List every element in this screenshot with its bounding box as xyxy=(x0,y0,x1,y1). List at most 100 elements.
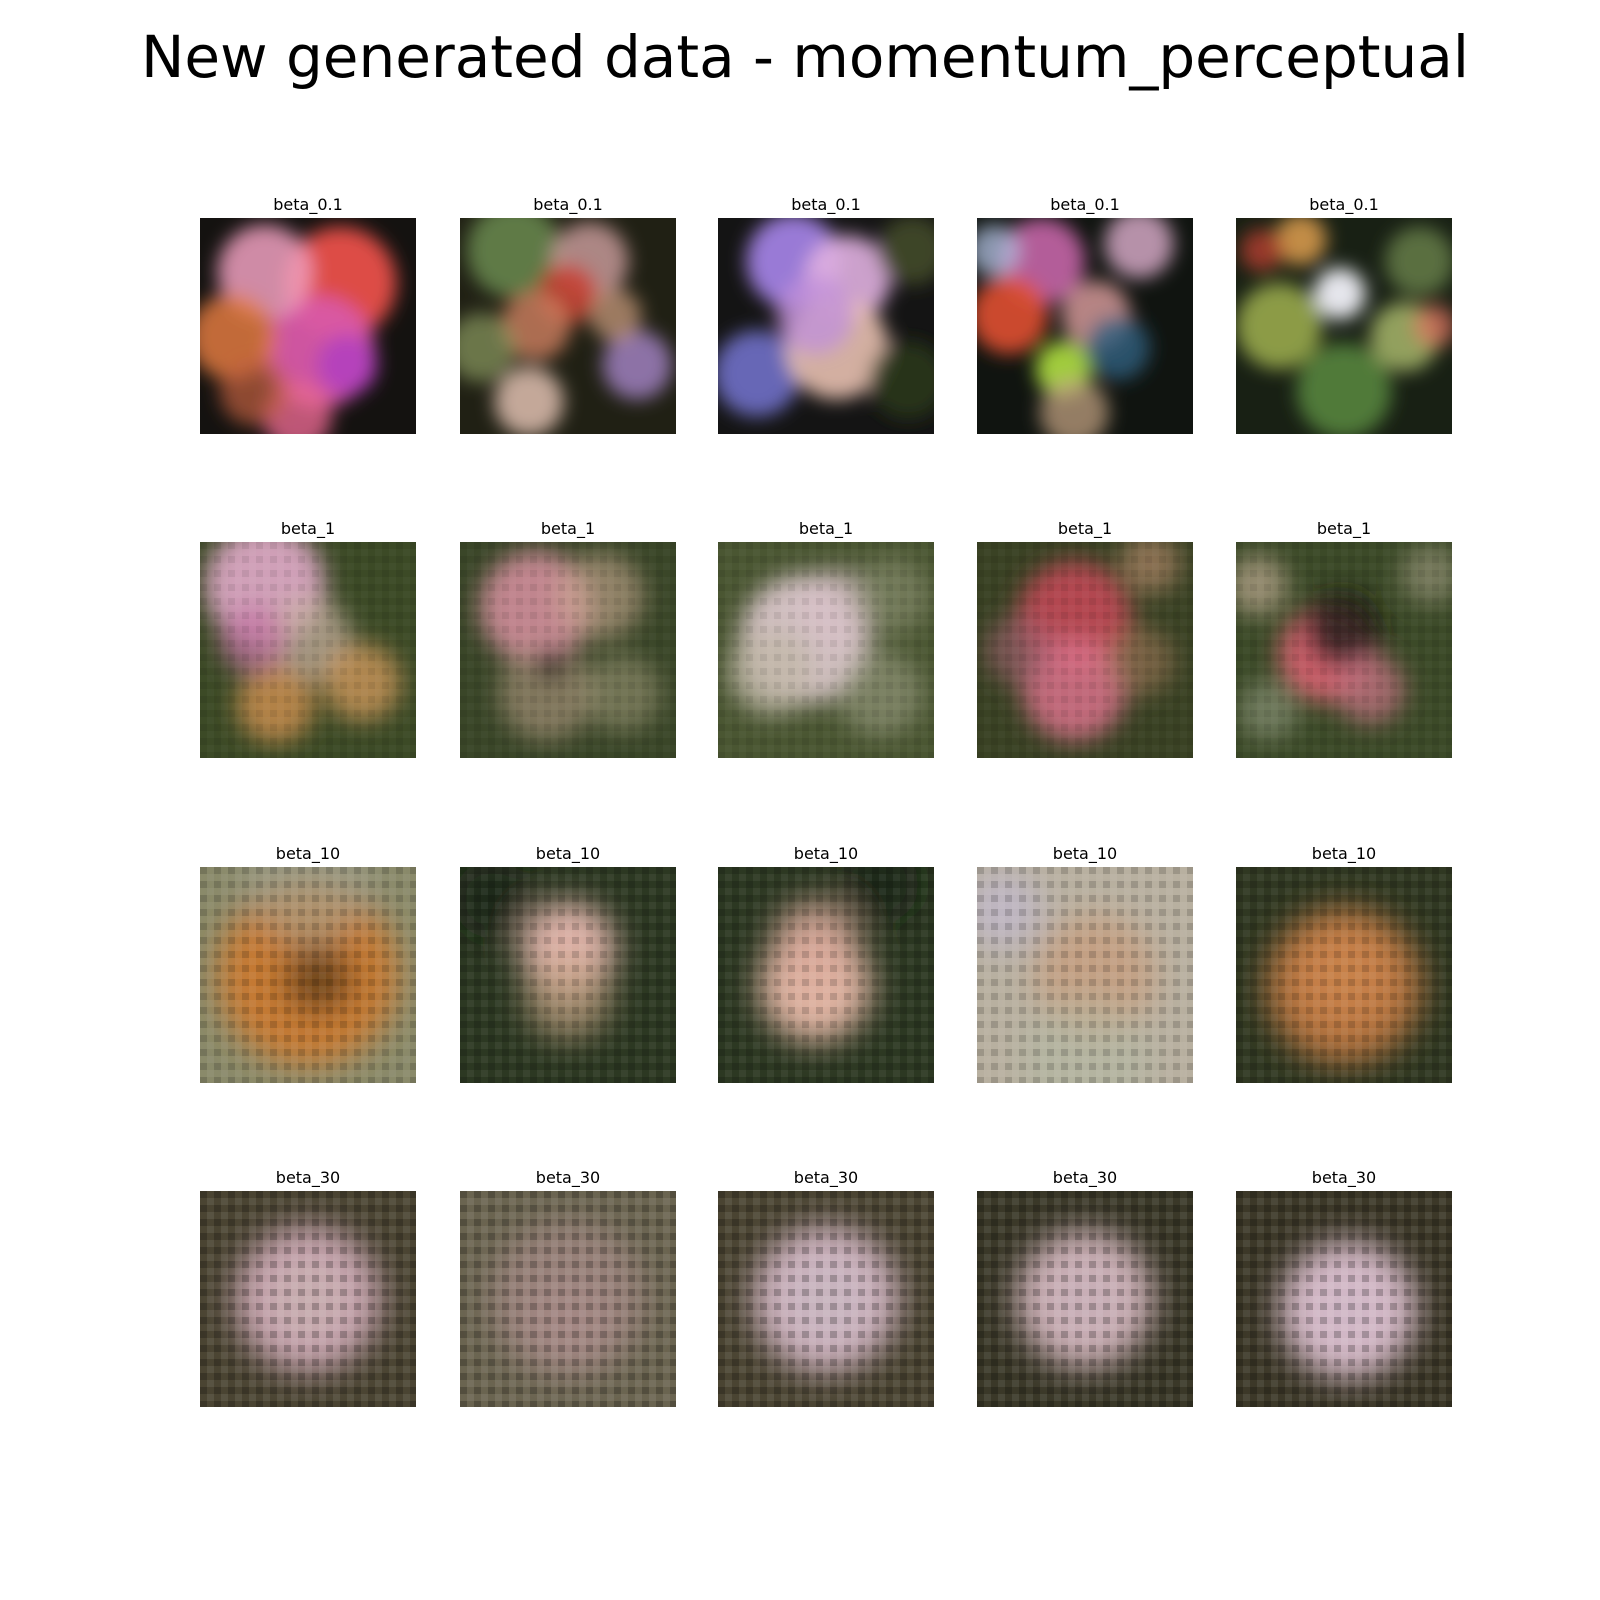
grid-cell: beta_10 xyxy=(200,843,416,1083)
generated-image xyxy=(718,218,934,434)
grid-cell: beta_10 xyxy=(718,843,934,1083)
color-blob xyxy=(219,356,289,426)
grid-cell: beta_30 xyxy=(718,1167,934,1407)
panel-label: beta_30 xyxy=(1052,1168,1118,1187)
grid-cell: beta_1 xyxy=(977,518,1193,758)
color-blob xyxy=(869,341,934,419)
panel-label: beta_0.1 xyxy=(1309,195,1379,214)
color-blob xyxy=(1274,218,1327,266)
generated-image xyxy=(200,1191,416,1407)
generated-image xyxy=(460,867,676,1083)
checker-texture xyxy=(718,542,934,758)
checker-texture xyxy=(977,867,1193,1083)
color-blob xyxy=(602,330,672,400)
grid-cell: beta_30 xyxy=(200,1167,416,1407)
grid-cell: beta_30 xyxy=(460,1167,676,1407)
color-blob xyxy=(1240,228,1284,272)
color-blob xyxy=(316,334,378,396)
checker-texture xyxy=(977,1191,1193,1407)
checker-texture xyxy=(460,1191,676,1407)
panel-label: beta_1 xyxy=(1316,519,1372,538)
color-blob xyxy=(1085,315,1150,380)
generated-image xyxy=(1236,1191,1452,1407)
generated-image xyxy=(1236,218,1452,434)
panel-label: beta_0.1 xyxy=(1050,195,1120,214)
checker-texture xyxy=(200,867,416,1083)
generated-image xyxy=(977,542,1193,758)
checker-texture xyxy=(718,867,934,1083)
generated-image xyxy=(200,867,416,1083)
checker-texture xyxy=(977,542,1193,758)
color-blob xyxy=(494,367,564,434)
grid-cell: beta_10 xyxy=(460,843,676,1083)
color-blob xyxy=(977,276,1049,355)
panel-label: beta_0.1 xyxy=(791,195,861,214)
color-blob xyxy=(718,330,801,417)
color-blob xyxy=(1104,218,1174,279)
generated-image xyxy=(977,1191,1193,1407)
grid-cell: beta_30 xyxy=(1236,1167,1452,1407)
grid-cell: beta_1 xyxy=(200,518,416,758)
grid-cell: beta_10 xyxy=(1236,843,1452,1083)
generated-image xyxy=(460,542,676,758)
checker-texture xyxy=(200,1191,416,1407)
panel-label: beta_10 xyxy=(535,844,601,863)
grid-cell: beta_0.1 xyxy=(718,194,934,434)
color-blob xyxy=(1296,343,1392,434)
checker-texture xyxy=(200,542,416,758)
color-blob xyxy=(1313,267,1366,320)
checker-texture xyxy=(1236,867,1452,1083)
checker-texture xyxy=(1236,542,1452,758)
grid-cell: beta_1 xyxy=(460,518,676,758)
generated-image xyxy=(1236,867,1452,1083)
grid-cell: beta_30 xyxy=(977,1167,1193,1407)
grid-cell: beta_0.1 xyxy=(1236,194,1452,434)
panel-label: beta_1 xyxy=(280,519,336,538)
grid-cell: beta_1 xyxy=(718,518,934,758)
figure-title: New generated data - momentum_perceptual xyxy=(141,23,1469,91)
panel-label: beta_30 xyxy=(1311,1168,1377,1187)
color-blob xyxy=(1385,226,1452,296)
panel-label: beta_1 xyxy=(540,519,596,538)
checker-texture xyxy=(460,542,676,758)
grid-cell: beta_10 xyxy=(977,843,1193,1083)
checker-texture xyxy=(460,867,676,1083)
color-blob xyxy=(1039,377,1109,434)
color-blob xyxy=(460,313,517,383)
color-blob xyxy=(466,218,562,298)
panel-label: beta_30 xyxy=(793,1168,859,1187)
panel-label: beta_10 xyxy=(1052,844,1118,863)
color-blob xyxy=(877,218,934,285)
panel-label: beta_10 xyxy=(275,844,341,863)
grid-cell: beta_0.1 xyxy=(460,194,676,434)
color-blob xyxy=(1236,282,1323,370)
generated-image xyxy=(200,218,416,434)
color-blob xyxy=(589,289,642,342)
generated-image xyxy=(460,1191,676,1407)
generated-image xyxy=(718,1191,934,1407)
color-blob xyxy=(1413,304,1452,348)
generated-image xyxy=(200,542,416,758)
panel-label: beta_0.1 xyxy=(533,195,603,214)
panel-label: beta_1 xyxy=(798,519,854,538)
panel-label: beta_1 xyxy=(1057,519,1113,538)
grid-cell: beta_0.1 xyxy=(977,194,1193,434)
panel-label: beta_10 xyxy=(1311,844,1377,863)
color-blob xyxy=(977,224,1021,277)
checker-texture xyxy=(718,1191,934,1407)
panel-label: beta_0.1 xyxy=(273,195,343,214)
panel-label: beta_30 xyxy=(535,1168,601,1187)
color-blob xyxy=(501,291,571,361)
grid-cell: beta_1 xyxy=(1236,518,1452,758)
grid-cell: beta_0.1 xyxy=(200,194,416,434)
checker-texture xyxy=(1236,1191,1452,1407)
color-blob xyxy=(776,276,855,355)
panel-label: beta_30 xyxy=(275,1168,341,1187)
panel-label: beta_10 xyxy=(793,844,859,863)
generated-image xyxy=(977,867,1193,1083)
generated-image xyxy=(718,867,934,1083)
generated-image xyxy=(460,218,676,434)
generated-image xyxy=(1236,542,1452,758)
generated-image xyxy=(977,218,1193,434)
